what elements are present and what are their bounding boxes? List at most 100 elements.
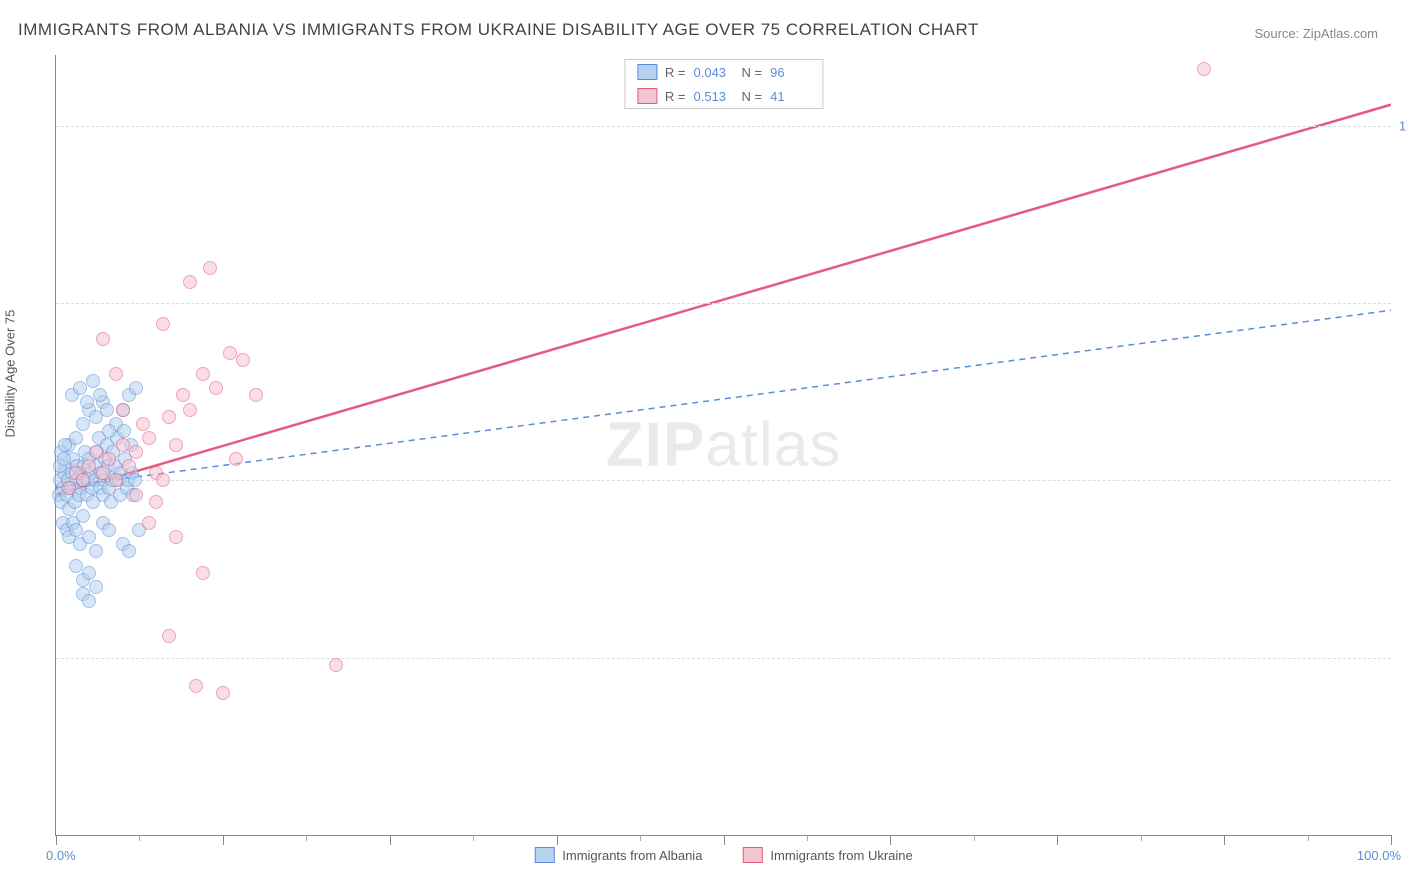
gridline <box>56 658 1391 659</box>
scatter-point <box>82 459 96 473</box>
scatter-point <box>102 452 116 466</box>
y-axis-label: Disability Age Over 75 <box>3 310 18 438</box>
scatter-point <box>169 530 183 544</box>
scatter-point <box>57 452 71 466</box>
scatter-point <box>116 438 130 452</box>
y-tick-label: 75.0% <box>1398 296 1406 311</box>
legend-item: Immigrants from Albania <box>534 847 702 863</box>
regression-lines-layer <box>56 55 1391 835</box>
scatter-point <box>96 466 110 480</box>
scatter-point <box>82 566 96 580</box>
n-label: N = <box>742 65 763 80</box>
scatter-point <box>129 445 143 459</box>
x-tick-major <box>1057 835 1058 845</box>
scatter-point <box>249 388 263 402</box>
scatter-point <box>73 381 87 395</box>
scatter-point <box>142 431 156 445</box>
scatter-point <box>1197 62 1211 76</box>
legend-swatch <box>534 847 554 863</box>
scatter-point <box>102 424 116 438</box>
scatter-point <box>116 403 130 417</box>
scatter-point <box>76 509 90 523</box>
legend-label: Immigrants from Ukraine <box>770 848 912 863</box>
scatter-point <box>162 410 176 424</box>
r-value: 0.043 <box>694 65 734 80</box>
scatter-point <box>62 481 76 495</box>
scatter-point <box>100 403 114 417</box>
scatter-point <box>102 523 116 537</box>
x-tick-major <box>1391 835 1392 845</box>
scatter-point <box>69 559 83 573</box>
scatter-point <box>196 367 210 381</box>
scatter-point <box>156 473 170 487</box>
y-tick-label: 100.0% <box>1398 118 1406 133</box>
r-label: R = <box>665 65 686 80</box>
scatter-point <box>82 594 96 608</box>
scatter-point <box>162 629 176 643</box>
n-value: 41 <box>770 89 810 104</box>
legend-swatch <box>637 64 657 80</box>
scatter-point <box>216 686 230 700</box>
scatter-point <box>109 367 123 381</box>
y-tick-label: 25.0% <box>1398 650 1406 665</box>
scatter-point <box>89 580 103 594</box>
x-axis-max-label: 100.0% <box>1357 848 1401 863</box>
scatter-point <box>196 566 210 580</box>
scatter-point <box>136 417 150 431</box>
r-label: R = <box>665 89 686 104</box>
x-tick-major <box>390 835 391 845</box>
scatter-point <box>203 261 217 275</box>
watermark: ZIPatlas <box>606 410 841 481</box>
scatter-point <box>129 488 143 502</box>
scatter-point <box>86 374 100 388</box>
scatter-point <box>236 353 250 367</box>
scatter-point <box>209 381 223 395</box>
x-tick-major <box>56 835 57 845</box>
legend-swatch <box>742 847 762 863</box>
scatter-point <box>229 452 243 466</box>
x-tick-minor <box>1308 835 1309 841</box>
scatter-point <box>93 388 107 402</box>
scatter-point <box>69 523 83 537</box>
n-label: N = <box>742 89 763 104</box>
scatter-point <box>169 438 183 452</box>
x-tick-major <box>890 835 891 845</box>
legend-row: R = 0.043 N = 96 <box>625 60 822 84</box>
x-tick-minor <box>640 835 641 841</box>
scatter-point <box>149 495 163 509</box>
scatter-point <box>96 332 110 346</box>
scatter-point <box>183 403 197 417</box>
x-tick-major <box>1224 835 1225 845</box>
scatter-point <box>189 679 203 693</box>
x-tick-minor <box>139 835 140 841</box>
scatter-point <box>183 275 197 289</box>
scatter-point <box>122 544 136 558</box>
scatter-point <box>89 445 103 459</box>
n-value: 96 <box>770 65 810 80</box>
scatter-point <box>142 516 156 530</box>
x-axis-min-label: 0.0% <box>46 848 76 863</box>
scatter-point <box>76 417 90 431</box>
r-value: 0.513 <box>694 89 734 104</box>
scatter-point <box>128 473 142 487</box>
scatter-point <box>117 424 131 438</box>
scatter-point <box>58 438 72 452</box>
source-attribution: Source: ZipAtlas.com <box>1254 26 1378 41</box>
chart-title: IMMIGRANTS FROM ALBANIA VS IMMIGRANTS FR… <box>18 20 979 40</box>
legend-row: R = 0.513 N = 41 <box>625 84 822 108</box>
scatter-point <box>122 459 136 473</box>
legend-label: Immigrants from Albania <box>562 848 702 863</box>
scatter-point <box>156 317 170 331</box>
legend-item: Immigrants from Ukraine <box>742 847 912 863</box>
gridline <box>56 480 1391 481</box>
gridline <box>56 303 1391 304</box>
scatter-point <box>80 395 94 409</box>
series-legend: Immigrants from Albania Immigrants from U… <box>534 847 912 863</box>
x-tick-minor <box>473 835 474 841</box>
scatter-point <box>176 388 190 402</box>
scatter-point <box>82 530 96 544</box>
scatter-point <box>76 473 90 487</box>
scatter-point <box>223 346 237 360</box>
x-tick-major <box>724 835 725 845</box>
scatter-point <box>89 544 103 558</box>
